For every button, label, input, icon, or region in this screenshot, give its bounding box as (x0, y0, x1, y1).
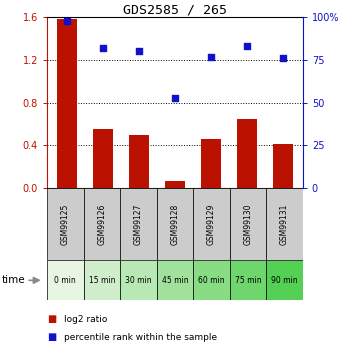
Point (244, 43, 250, 49)
Text: log2 ratio: log2 ratio (64, 315, 108, 324)
Text: 30 min: 30 min (125, 276, 152, 285)
Bar (237, 119, 257, 188)
Bar (165, 180, 185, 188)
Bar (120, 260, 157, 300)
Point (64, 18, 70, 23)
Text: GSM99125: GSM99125 (61, 204, 70, 245)
Text: 60 min: 60 min (198, 276, 225, 285)
Text: GSM99130: GSM99130 (244, 204, 252, 245)
Bar (93, 129, 113, 188)
Point (100, 45, 105, 51)
Bar (193, 188, 230, 260)
Text: GSM99129: GSM99129 (207, 204, 216, 245)
Bar (157, 188, 193, 260)
Bar (266, 260, 303, 300)
Text: GSM99128: GSM99128 (171, 204, 179, 245)
Text: 0 min: 0 min (54, 276, 76, 285)
Bar (84, 188, 120, 260)
Text: 90 min: 90 min (271, 276, 298, 285)
Bar (84, 260, 120, 300)
Point (208, 54, 214, 59)
Text: percentile rank within the sample: percentile rank within the sample (64, 333, 218, 342)
Bar (120, 188, 157, 260)
Bar (201, 139, 221, 188)
Text: ■: ■ (47, 314, 56, 324)
Bar (47, 188, 84, 260)
Title: GDS2585 / 265: GDS2585 / 265 (123, 3, 227, 16)
Text: time: time (2, 275, 25, 285)
Bar (129, 135, 149, 188)
Point (136, 49, 142, 54)
Bar (57, 19, 77, 188)
Point (172, 95, 177, 100)
Bar (230, 260, 266, 300)
Text: ■: ■ (47, 333, 56, 342)
Bar (273, 144, 293, 188)
Text: GSM99131: GSM99131 (280, 204, 289, 245)
Bar (266, 188, 303, 260)
Text: 45 min: 45 min (161, 276, 188, 285)
Text: GSM99127: GSM99127 (134, 204, 143, 245)
Text: GSM99126: GSM99126 (97, 204, 106, 245)
Text: 75 min: 75 min (235, 276, 261, 285)
Bar (230, 188, 266, 260)
Bar (47, 260, 84, 300)
Bar (193, 260, 230, 300)
Text: 15 min: 15 min (88, 276, 115, 285)
Point (280, 56, 286, 61)
Bar (157, 260, 193, 300)
